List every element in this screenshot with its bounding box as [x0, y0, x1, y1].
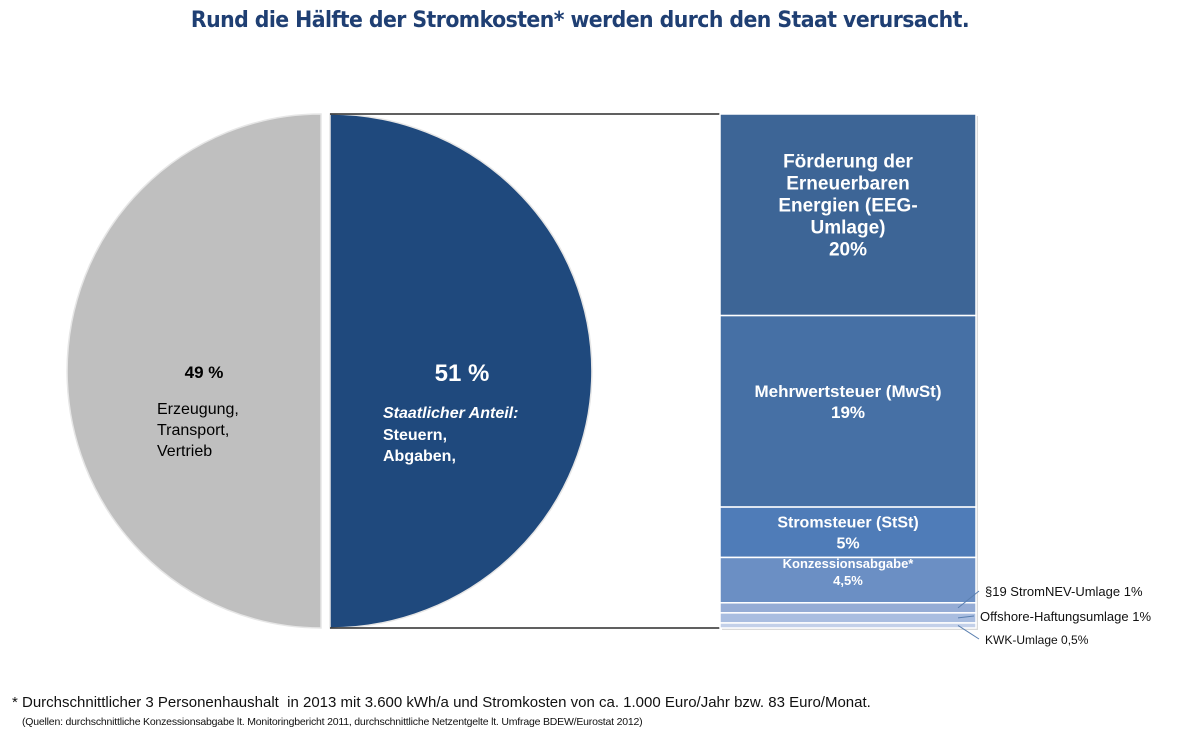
pie-category-label-state: Abgaben, [383, 448, 456, 465]
bar-segment-label: 4,5% [833, 573, 863, 588]
bar-segment-outside-label: Offshore-Haftungsumlage 1% [980, 609, 1151, 624]
connector-lines [330, 113, 720, 629]
pie-category-label-private: Vertrieb [157, 443, 212, 460]
bar-segment-label: Umlage) [811, 217, 886, 238]
pie-slice-private [66, 113, 322, 629]
bar-segment-label: Förderung der [783, 151, 913, 172]
pie-category-label-private: Erzeugung, [157, 401, 239, 418]
chart-title: Rund die Hälfte der Stromkosten* werden … [190, 8, 970, 33]
bar-segment-label: 5% [836, 535, 859, 552]
footnote: * Durchschnittlicher 3 Personenhaushalt … [12, 694, 871, 711]
pie-subtitle-state: Staatlicher Anteil: [383, 405, 518, 422]
bar-segment [719, 602, 977, 614]
pie-value-label-state: 51 % [435, 360, 490, 387]
sources-note: (Quellen: durchschnittliche Konzessionsa… [22, 716, 643, 728]
bar-segment-label: Mehrwertsteuer (MwSt) [754, 382, 941, 401]
bar-segment-label: Erneuerbaren [786, 173, 910, 194]
bar-segment-outside-label: KWK-Umlage 0,5% [985, 633, 1089, 647]
leader-line [957, 590, 980, 609]
bar-segment [719, 612, 977, 624]
pie-chart: 49 % Erzeugung, Transport, Vertrieb 51 % Staa… [66, 113, 593, 629]
bar-segment-label: 20% [829, 239, 867, 260]
pie-value-label-private: 49 % [185, 363, 224, 382]
bar-segment [719, 622, 977, 629]
bar-segment-label: Stromsteuer (StSt) [777, 514, 918, 531]
bar-segment-outside-label: §19 StromNEV-Umlage 1% [985, 584, 1143, 599]
leader-line [957, 625, 980, 640]
pie-category-label-state: Steuern, [383, 427, 447, 444]
bar-segment-label: 19% [831, 403, 865, 422]
bar-segment-label: Konzessionsabgabe* [783, 556, 915, 571]
pie-slice-state [329, 113, 593, 629]
bar-segment-label: Energien (EEG- [778, 195, 917, 216]
leader-line [957, 615, 975, 619]
pie-category-label-private: Transport, [157, 422, 229, 439]
